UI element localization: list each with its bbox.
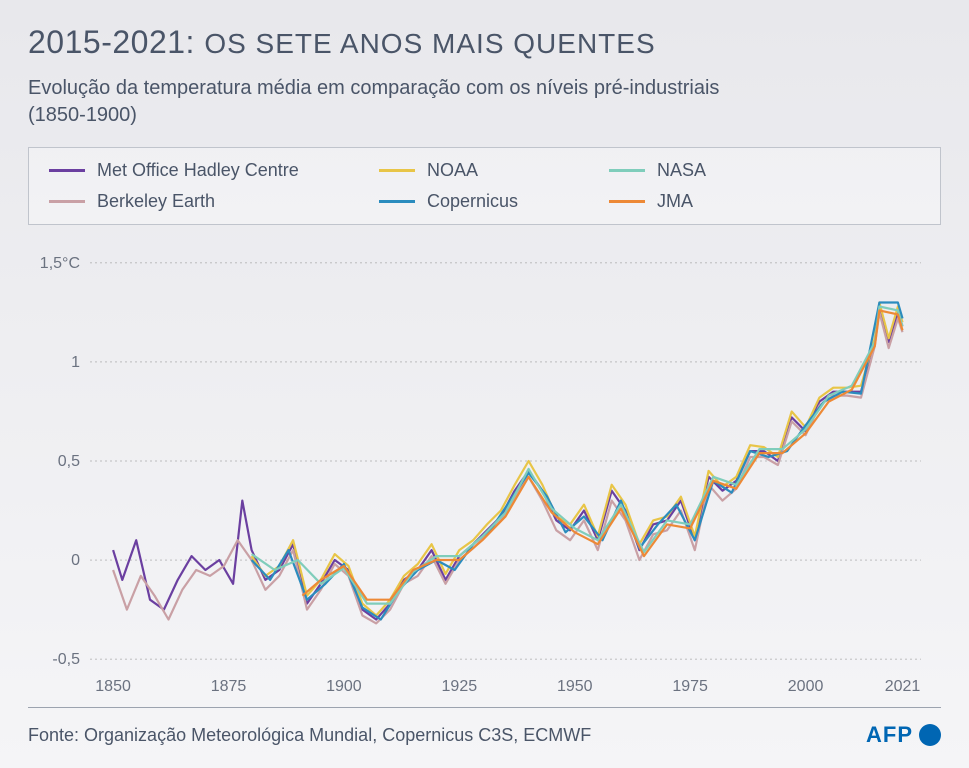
legend-label: Met Office Hadley Centre bbox=[97, 160, 299, 181]
x-tick-label: 1925 bbox=[442, 678, 478, 695]
legend-item: NOAA bbox=[379, 160, 599, 181]
x-tick-label: 1900 bbox=[326, 678, 362, 695]
legend-label: JMA bbox=[657, 191, 693, 212]
legend-label: NASA bbox=[657, 160, 706, 181]
series-line bbox=[302, 310, 902, 599]
series-line bbox=[252, 303, 903, 616]
legend-swatch-icon bbox=[49, 169, 85, 172]
y-tick-label: 1,5°C bbox=[40, 255, 80, 272]
x-tick-label: 1975 bbox=[672, 678, 708, 695]
x-tick-label: 2021 bbox=[885, 678, 921, 695]
legend-label: Copernicus bbox=[427, 191, 518, 212]
line-chart-svg: -0,5 0 0,5 1 1,5°C 1850 1875 1900 1925 1950 1975 20… bbox=[36, 245, 933, 697]
legend-label: NOAA bbox=[427, 160, 478, 181]
footer-divider bbox=[28, 707, 941, 708]
x-tick-label: 1950 bbox=[557, 678, 593, 695]
y-tick-label: -0,5 bbox=[52, 651, 80, 668]
series-line bbox=[113, 307, 902, 620]
series-line bbox=[113, 312, 902, 623]
series-line bbox=[252, 307, 903, 604]
legend-item: Met Office Hadley Centre bbox=[49, 160, 369, 181]
footer: Fonte: Organização Meteorológica Mundial… bbox=[28, 720, 941, 748]
legend-label: Berkeley Earth bbox=[97, 191, 215, 212]
title-rest: OS SETE ANOS MAIS QUENTES bbox=[204, 28, 655, 59]
chart-container: 2015-2021: OS SETE ANOS MAIS QUENTES Evo… bbox=[0, 0, 969, 768]
y-tick-label: 1 bbox=[71, 354, 80, 371]
legend-swatch-icon bbox=[609, 200, 645, 203]
logo-dot-icon bbox=[919, 724, 941, 746]
source-text: Fonte: Organização Meteorológica Mundial… bbox=[28, 725, 591, 746]
legend: Met Office Hadley Centre NOAA NASA Berkeley… bbox=[28, 147, 941, 225]
legend-swatch-icon bbox=[609, 169, 645, 172]
title-year: 2015-2021: bbox=[28, 24, 195, 60]
logo-text: AFP bbox=[866, 722, 913, 748]
legend-swatch-icon bbox=[49, 200, 85, 203]
chart-area: -0,5 0 0,5 1 1,5°C 1850 1875 1900 1925 1950 1975 20… bbox=[36, 245, 933, 697]
legend-item: NASA bbox=[609, 160, 789, 181]
chart-title: 2015-2021: OS SETE ANOS MAIS QUENTES bbox=[28, 24, 941, 61]
x-tick-label: 1875 bbox=[211, 678, 247, 695]
legend-item: Copernicus bbox=[379, 191, 599, 212]
legend-item: Berkeley Earth bbox=[49, 191, 369, 212]
legend-item: JMA bbox=[609, 191, 789, 212]
x-tick-label: 1850 bbox=[95, 678, 131, 695]
x-tick-label: 2000 bbox=[788, 678, 824, 695]
chart-subtitle: Evolução da temperatura média em compara… bbox=[28, 75, 728, 129]
legend-swatch-icon bbox=[379, 200, 415, 203]
y-tick-label: 0 bbox=[71, 552, 80, 569]
afp-logo: AFP bbox=[866, 722, 941, 748]
legend-swatch-icon bbox=[379, 169, 415, 172]
y-tick-label: 0,5 bbox=[58, 453, 80, 470]
